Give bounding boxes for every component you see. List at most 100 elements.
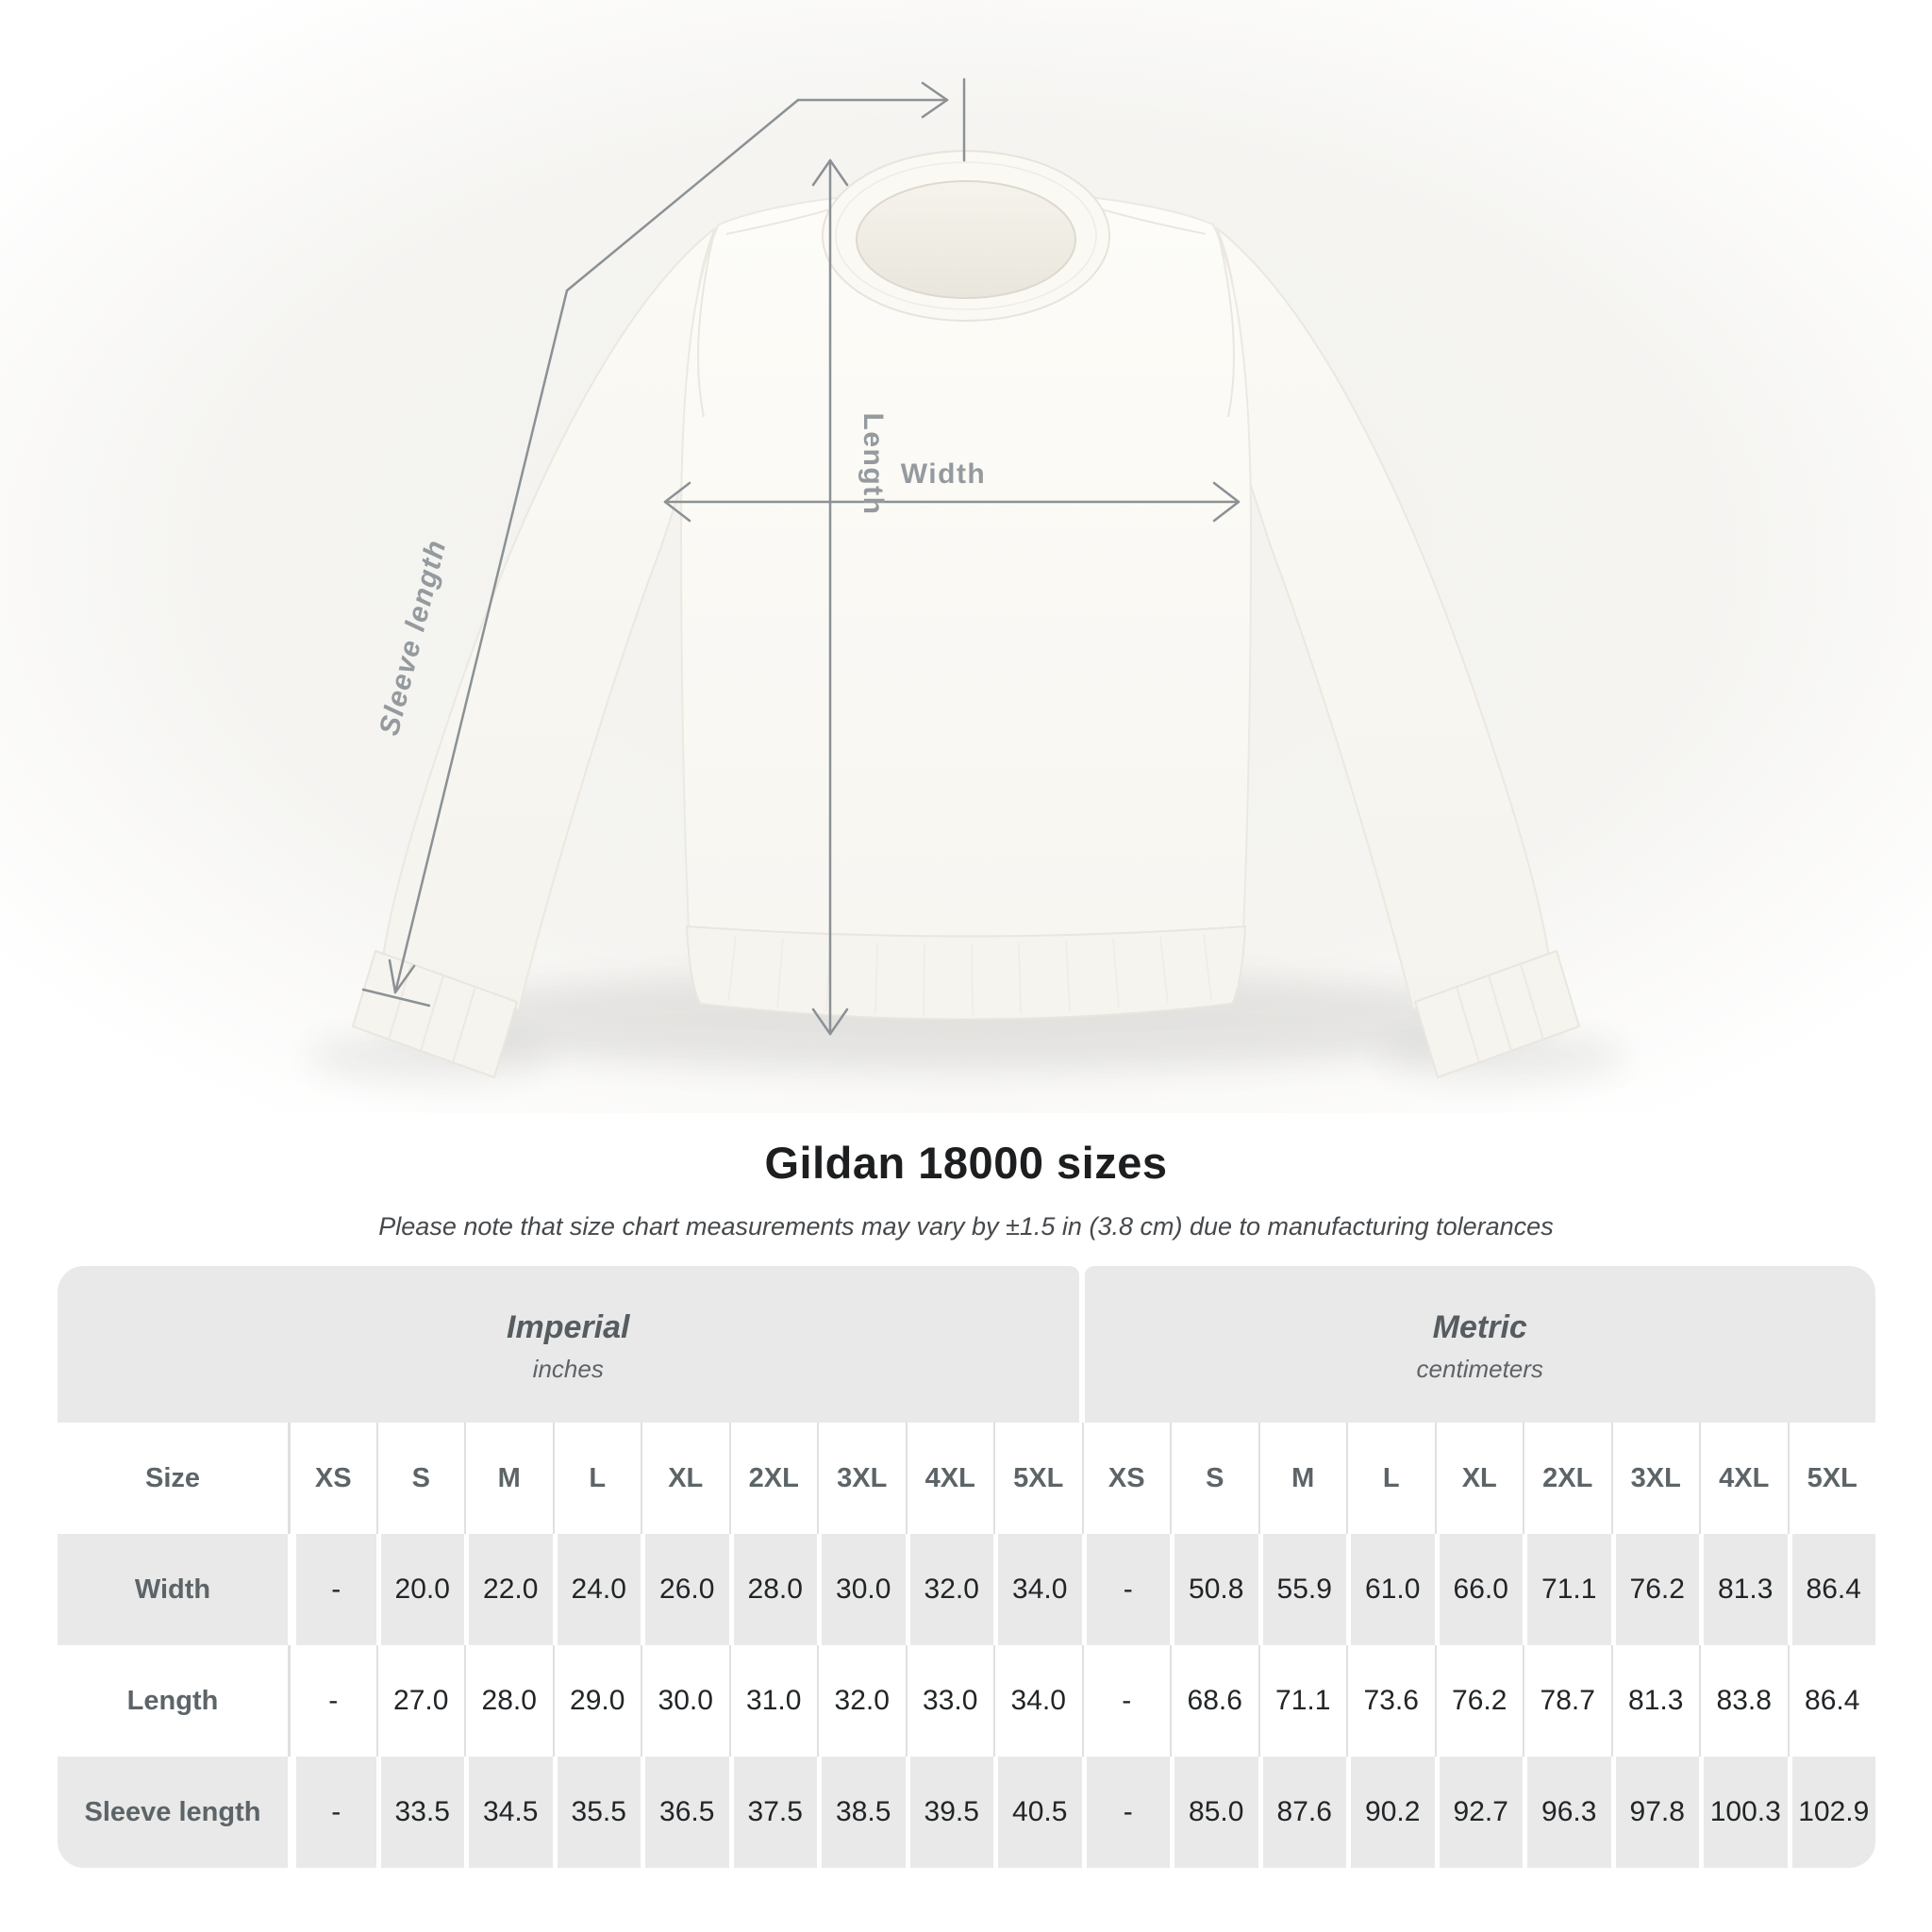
tolerance-note: Please note that size chart measurements… — [378, 1212, 1554, 1241]
size-table: Imperial inches Metric centimeters Size … — [58, 1266, 1875, 1868]
size-cell: 2XL — [1523, 1423, 1611, 1534]
value-cell: 29.0 — [552, 1645, 641, 1757]
value-cell: 96.3 — [1523, 1757, 1611, 1868]
value-cell: 100.3 — [1699, 1757, 1788, 1868]
value-cell: 71.1 — [1257, 1645, 1347, 1757]
value-cell: 76.2 — [1434, 1645, 1524, 1757]
value-cell: 86.4 — [1787, 1534, 1876, 1645]
sleeve-measure-line — [393, 98, 800, 994]
value-cell: - — [1081, 1757, 1171, 1868]
value-cell: 33.5 — [375, 1757, 465, 1868]
value-cell: - — [1081, 1645, 1171, 1757]
sleeve-measure-arrow — [388, 958, 416, 994]
value-cell: 31.0 — [728, 1645, 818, 1757]
unit-group-label: Metric — [1432, 1308, 1527, 1345]
value-cell: 86.4 — [1787, 1645, 1876, 1757]
page-title: Gildan 18000 sizes — [764, 1138, 1168, 1188]
row-label: Width — [134, 1574, 211, 1605]
size-cell: M — [1257, 1423, 1347, 1534]
value-cell: 35.5 — [552, 1757, 641, 1868]
unit-group-header: Imperial inches Metric centimeters — [58, 1266, 1875, 1423]
length-label: Length — [858, 413, 889, 516]
width-label: Width — [901, 458, 987, 490]
length-measure-arrows — [811, 158, 849, 1036]
value-cell: 34.5 — [464, 1757, 553, 1868]
value-cell: 90.2 — [1346, 1757, 1435, 1868]
value-cell: 37.5 — [728, 1757, 818, 1868]
value-cell: 32.0 — [905, 1534, 994, 1645]
size-cell: XS — [288, 1423, 376, 1534]
value-cell: 71.1 — [1523, 1534, 1611, 1645]
value-cell: 20.0 — [375, 1534, 465, 1645]
value-cell: - — [288, 1757, 376, 1868]
value-cell: 92.7 — [1434, 1757, 1524, 1868]
sweatshirt-diagram: Width Length Sleeve length — [0, 0, 1932, 1113]
value-cell: - — [288, 1645, 376, 1757]
value-cell: 32.0 — [817, 1645, 906, 1757]
value-cell: 87.6 — [1257, 1757, 1347, 1868]
row-label: Sleeve length — [84, 1796, 261, 1827]
value-cell: 33.0 — [905, 1645, 994, 1757]
neck-measure-arrow — [921, 81, 949, 119]
width-measure-arrows — [663, 481, 1241, 523]
value-cell: 30.0 — [817, 1534, 906, 1645]
value-cell: 55.9 — [1257, 1534, 1347, 1645]
value-cell: 30.0 — [641, 1645, 729, 1757]
value-cell: 73.6 — [1346, 1645, 1435, 1757]
row-label: Length — [126, 1685, 219, 1716]
value-cell: 78.7 — [1523, 1645, 1611, 1757]
size-cell: 5XL — [1787, 1423, 1876, 1534]
value-cell: - — [1081, 1534, 1171, 1645]
value-cell: 39.5 — [905, 1757, 994, 1868]
size-cell: L — [552, 1423, 641, 1534]
size-cell: S — [1170, 1423, 1258, 1534]
value-cell: 83.8 — [1699, 1645, 1788, 1757]
value-cell: 66.0 — [1434, 1534, 1524, 1645]
table-row-width: Width - 20.0 22.0 24.0 26.0 28.0 30.0 32… — [58, 1534, 1875, 1645]
value-cell: - — [288, 1534, 376, 1645]
unit-group-imperial: Imperial inches — [58, 1266, 1079, 1423]
size-cell: 2XL — [728, 1423, 818, 1534]
value-cell: 50.8 — [1170, 1534, 1258, 1645]
size-cell: XL — [641, 1423, 729, 1534]
measurement-lines — [361, 77, 1241, 1036]
value-cell: 26.0 — [641, 1534, 729, 1645]
table-row-length: Length - 27.0 28.0 29.0 30.0 31.0 32.0 3… — [58, 1645, 1875, 1757]
product-photo: Width Length Sleeve length — [0, 0, 1932, 1113]
size-cell: L — [1346, 1423, 1435, 1534]
sleeve-measure-end-tick — [361, 988, 431, 1008]
unit-group-label: Imperial — [507, 1308, 630, 1345]
value-cell: 102.9 — [1787, 1757, 1876, 1868]
value-cell: 81.3 — [1610, 1645, 1700, 1757]
value-cell: 61.0 — [1346, 1534, 1435, 1645]
value-cell: 97.8 — [1610, 1757, 1700, 1868]
value-cell: 28.0 — [464, 1645, 553, 1757]
size-header-row: Size XS S M L XL 2XL 3XL 4XL 5XL XS S M … — [58, 1423, 1875, 1534]
size-cell: S — [375, 1423, 465, 1534]
size-cell: M — [464, 1423, 553, 1534]
value-cell: 22.0 — [464, 1534, 553, 1645]
value-cell: 24.0 — [552, 1534, 641, 1645]
unit-group-unit: inches — [532, 1354, 604, 1383]
value-cell: 34.0 — [993, 1645, 1082, 1757]
size-cell: 4XL — [1699, 1423, 1788, 1534]
value-cell: 68.6 — [1170, 1645, 1258, 1757]
size-cell: XS — [1081, 1423, 1171, 1534]
value-cell: 85.0 — [1170, 1757, 1258, 1868]
size-cell: XL — [1434, 1423, 1524, 1534]
size-col-header: Size — [144, 1462, 201, 1493]
value-cell: 28.0 — [728, 1534, 818, 1645]
value-cell: 38.5 — [817, 1757, 906, 1868]
value-cell: 76.2 — [1610, 1534, 1700, 1645]
unit-group-metric: Metric centimeters — [1084, 1266, 1875, 1423]
unit-group-unit: centimeters — [1416, 1354, 1543, 1383]
value-cell: 34.0 — [993, 1534, 1082, 1645]
size-cell: 5XL — [993, 1423, 1082, 1534]
table-row-sleeve-length: Sleeve length - 33.5 34.5 35.5 36.5 37.5… — [58, 1757, 1875, 1868]
value-cell: 27.0 — [375, 1645, 465, 1757]
size-cell: 3XL — [1610, 1423, 1700, 1534]
value-cell: 36.5 — [641, 1757, 729, 1868]
value-cell: 81.3 — [1699, 1534, 1788, 1645]
size-cell: 4XL — [905, 1423, 994, 1534]
